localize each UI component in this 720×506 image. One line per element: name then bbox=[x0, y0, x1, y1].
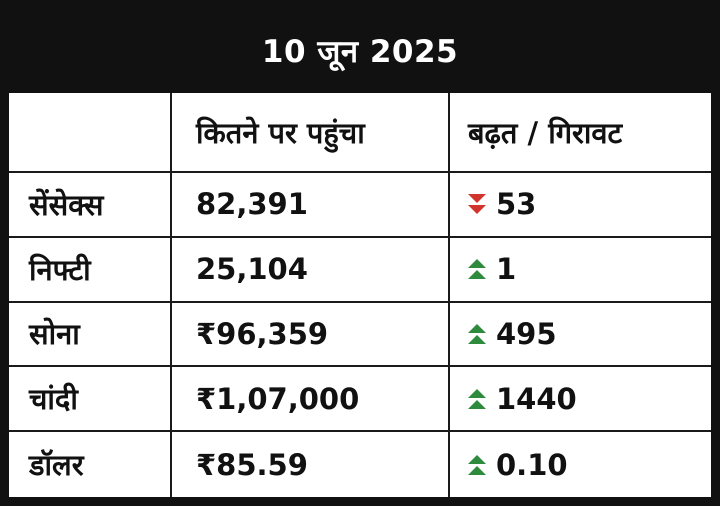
change-value: 53 bbox=[496, 187, 537, 222]
table-header-row: कितने पर पहुंचा बढ़त / गिरावट bbox=[9, 93, 711, 173]
row-change: 53 bbox=[450, 173, 711, 236]
change-value: 495 bbox=[496, 316, 557, 351]
change-direction-icon bbox=[468, 194, 486, 215]
table-row-dollar: डॉलर ₹85.59 0.10 bbox=[9, 432, 711, 497]
market-table: कितने पर पहुंचा बढ़त / गिरावट सेंसेक्स 8… bbox=[9, 93, 711, 497]
column-header-value: कितने पर पहुंचा bbox=[172, 93, 450, 171]
row-label: सेंसेक्स bbox=[9, 173, 172, 236]
table-row-sensex: सेंसेक्स 82,391 53 bbox=[9, 173, 711, 238]
change-value: 1440 bbox=[496, 381, 577, 416]
row-change: 1 bbox=[450, 238, 711, 301]
row-change: 1440 bbox=[450, 367, 711, 430]
row-label: निफ्टी bbox=[9, 237, 172, 301]
table-row-gold: सोना ₹96,359 495 bbox=[9, 302, 711, 368]
date-header: 10 जून 2025 bbox=[9, 9, 711, 93]
table-row-silver: चांदी ₹1,07,000 1440 bbox=[9, 367, 711, 433]
change-direction-icon bbox=[468, 388, 486, 409]
row-label: डॉलर bbox=[9, 432, 172, 497]
row-label: सोना bbox=[9, 302, 172, 366]
row-value: ₹96,359 bbox=[172, 302, 450, 366]
row-change: 495 bbox=[450, 303, 711, 366]
change-value: 1 bbox=[496, 252, 517, 287]
row-value: 25,104 bbox=[172, 237, 450, 301]
row-value: ₹1,07,000 bbox=[172, 367, 450, 431]
row-value: 82,391 bbox=[172, 173, 450, 236]
row-label: चांदी bbox=[9, 367, 172, 431]
date-text: 10 जून 2025 bbox=[261, 34, 459, 70]
change-value: 0.10 bbox=[496, 447, 568, 482]
table-row-nifty: निफ्टी 25,104 1 bbox=[9, 237, 711, 303]
column-header-change: बढ़त / गिरावट bbox=[468, 115, 623, 150]
change-direction-icon bbox=[468, 454, 486, 475]
row-value: ₹85.59 bbox=[172, 432, 450, 497]
change-direction-icon bbox=[468, 259, 486, 280]
row-change: 0.10 bbox=[450, 432, 711, 497]
change-direction-icon bbox=[468, 323, 486, 344]
column-header-blank bbox=[9, 93, 172, 171]
